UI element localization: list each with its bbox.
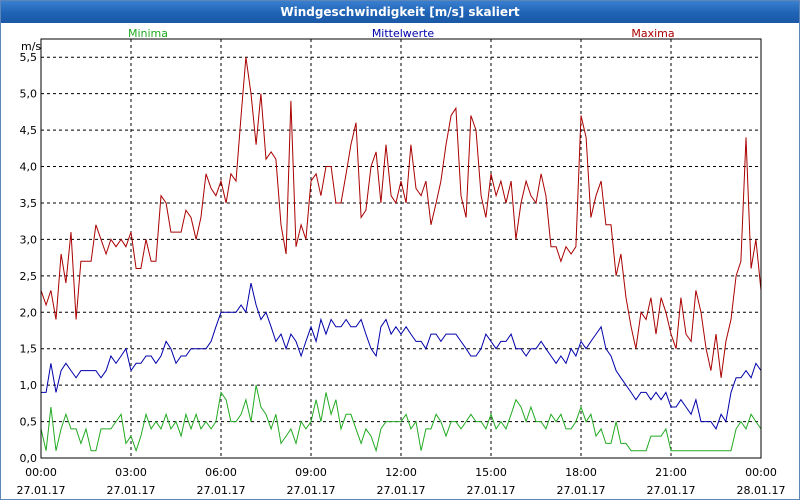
y-tick-label: 1,0 xyxy=(20,379,38,392)
x-tick-date: 28.01.17 xyxy=(737,484,786,497)
y-tick-label: 3,5 xyxy=(20,197,38,210)
x-tick-time: 00:00 xyxy=(745,466,777,479)
x-tick-date: 27.01.17 xyxy=(197,484,246,497)
x-tick-date: 27.01.17 xyxy=(647,484,696,497)
legend-maxima: Maxima xyxy=(631,27,674,40)
y-tick-label: 4,0 xyxy=(20,161,38,174)
grid xyxy=(40,39,762,459)
x-tick-date: 27.01.17 xyxy=(557,484,606,497)
x-tick-time: 21:00 xyxy=(655,466,687,479)
y-tick-label: 0,5 xyxy=(20,416,38,429)
maxima-line xyxy=(40,57,762,378)
legend-mittelwerte: Mittelwerte xyxy=(372,27,435,40)
x-tick-time: 15:00 xyxy=(475,466,507,479)
y-tick-label: 3,0 xyxy=(20,233,38,246)
y-tick-label: 0,0 xyxy=(20,452,38,465)
x-tick-date: 27.01.17 xyxy=(467,484,516,497)
x-tick-date: 27.01.17 xyxy=(107,484,156,497)
wind-speed-chart: Minima Mittelwerte Maxima m/s 0,0 0,5 1,0 1… xyxy=(17,27,786,497)
x-tick-date: 27.01.17 xyxy=(17,484,66,497)
window-title: Windgeschwindigkeit [m/s] skaliert xyxy=(1,1,799,23)
plot-frame xyxy=(40,38,762,459)
x-tick-time: 18:00 xyxy=(565,466,597,479)
y-tick-label: 2,0 xyxy=(20,306,38,319)
x-tick-time: 03:00 xyxy=(115,466,147,479)
x-tick-time: 00:00 xyxy=(25,466,57,479)
minima-line xyxy=(40,384,762,453)
y-tick-label: 1,5 xyxy=(20,343,38,356)
mittelwerte-line xyxy=(41,282,762,430)
y-tick-label: 5,0 xyxy=(20,88,38,101)
y-axis-unit: m/s xyxy=(21,40,41,53)
legend-minima: Minima xyxy=(128,27,168,40)
y-tick-label: 4,5 xyxy=(20,124,38,137)
series-lines xyxy=(40,57,762,453)
x-tick-date: 27.01.17 xyxy=(377,484,426,497)
axis-labels: 0,0 0,5 1,0 1,5 2,0 2,5 3,0 3,5 4,0 4,5 5,0 5,5 00:0… xyxy=(17,51,786,497)
y-tick-label: 5,5 xyxy=(20,51,38,64)
y-tick-label: 2,5 xyxy=(20,270,38,283)
x-tick-date: 27.01.17 xyxy=(287,484,336,497)
x-tick-time: 12:00 xyxy=(385,466,417,479)
x-tick-time: 09:00 xyxy=(295,466,327,479)
x-tick-time: 06:00 xyxy=(205,466,237,479)
